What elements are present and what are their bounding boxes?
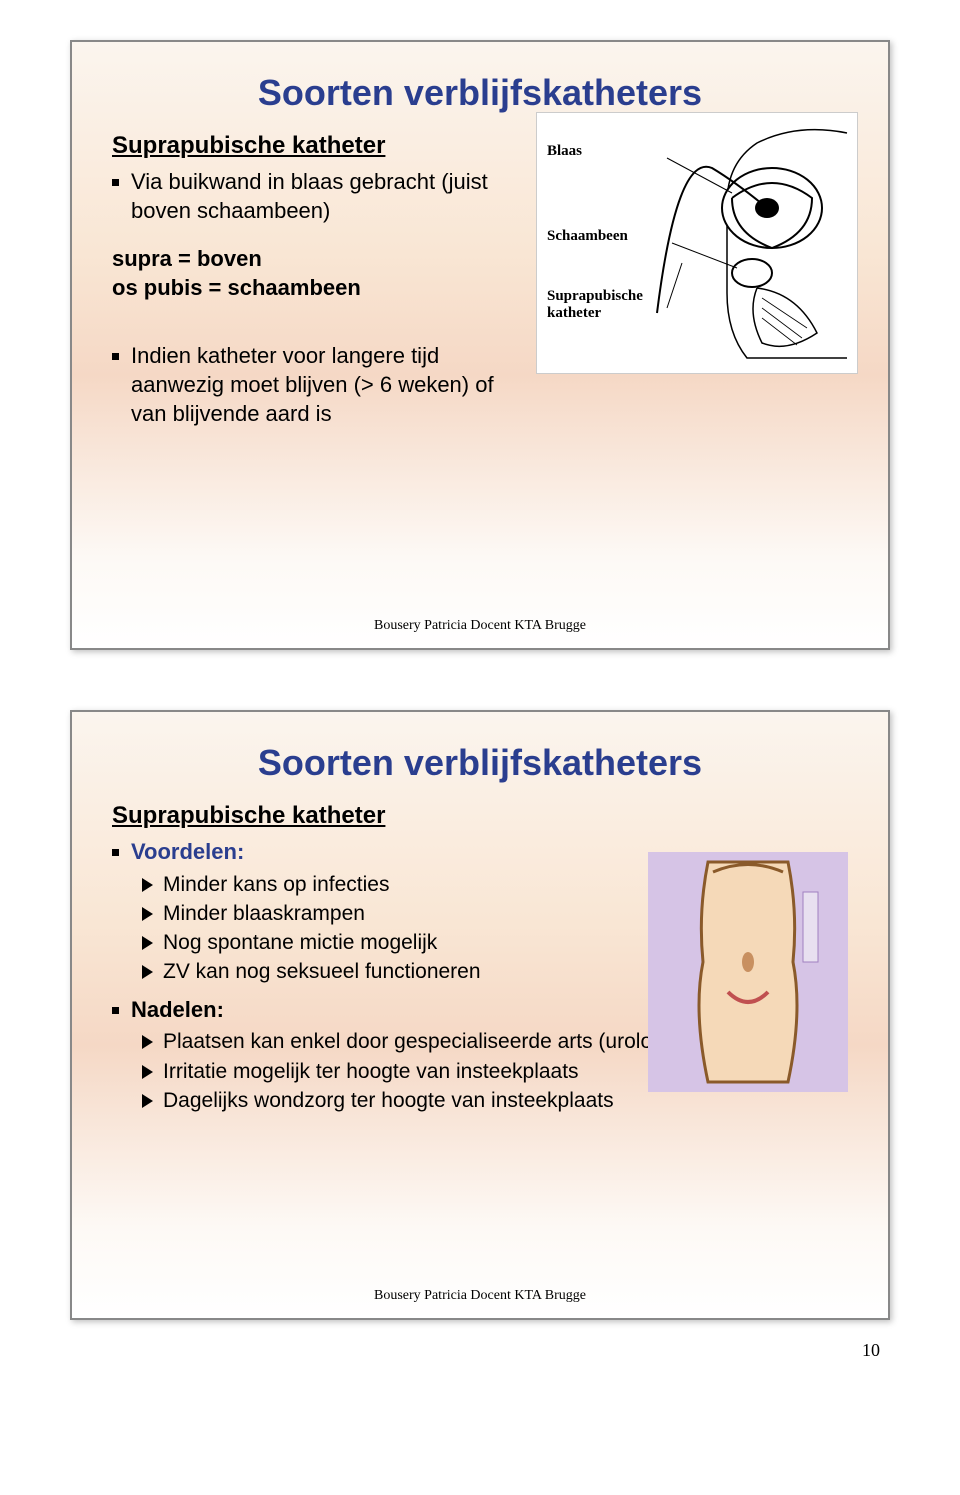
diagram-label-schaambeen: Schaambeen xyxy=(547,228,628,245)
voordeel-2: Minder blaaskrampen xyxy=(163,900,365,927)
page: Soorten verblijfskatheters Suprapubische… xyxy=(0,0,960,1391)
voordelen-label: Voordelen: xyxy=(131,838,244,867)
nadeel-3: Dagelijks wondzorg ter hoogte van instee… xyxy=(163,1087,614,1114)
slide-2: Soorten verblijfskatheters Suprapubische… xyxy=(70,710,890,1320)
triangle-bullet-icon xyxy=(142,1035,153,1049)
nadeel-2: Irritatie mogelijk ter hoogte van instee… xyxy=(163,1058,579,1085)
voordeel-1: Minder kans op infecties xyxy=(163,871,389,898)
anatomy-diagram: Blaas Schaambeen Suprapubische katheter xyxy=(536,112,858,374)
square-bullet-icon xyxy=(112,1007,119,1014)
diagram-label-blaas: Blaas xyxy=(547,143,582,160)
diagram-label-katheter-2: katheter xyxy=(547,305,601,322)
square-bullet-icon xyxy=(112,353,119,360)
slide1-title: Soorten verblijfskatheters xyxy=(112,72,848,114)
bullet-row: Indien katheter voor langere tijd aanwez… xyxy=(112,342,517,428)
square-bullet-icon xyxy=(112,849,119,856)
nadelen-label: Nadelen: xyxy=(131,996,224,1025)
slide2-footer: Bousery Patricia Docent KTA Brugge xyxy=(72,1288,888,1304)
slide2-subtitle: Suprapubische katheter xyxy=(112,802,848,830)
bullet-row: Via buikwand in blaas gebracht (juist bo… xyxy=(112,168,517,225)
slide2-title: Soorten verblijfskatheters xyxy=(112,742,848,784)
slide1-body: Suprapubische katheter Via buikwand in b… xyxy=(112,132,517,428)
triangle-bullet-icon xyxy=(142,965,153,979)
illustration-svg xyxy=(648,852,848,1092)
slide1-subtitle: Suprapubische katheter xyxy=(112,132,517,160)
diagram-label-katheter-1: Suprapubische xyxy=(547,288,643,305)
triangle-bullet-icon xyxy=(142,878,153,892)
slide1-bullet1: Via buikwand in blaas gebracht (juist bo… xyxy=(131,168,517,225)
body-illustration xyxy=(648,852,848,1092)
slide-1: Soorten verblijfskatheters Suprapubische… xyxy=(70,40,890,650)
slide1-ospubis: os pubis = schaambeen xyxy=(112,274,517,303)
slide1-bullet2: Indien katheter voor langere tijd aanwez… xyxy=(131,342,517,428)
slide1-supra: supra = boven xyxy=(112,245,517,274)
triangle-bullet-icon xyxy=(142,936,153,950)
voordeel-3: Nog spontane mictie mogelijk xyxy=(163,929,437,956)
triangle-bullet-icon xyxy=(142,907,153,921)
slide1-footer: Bousery Patricia Docent KTA Brugge xyxy=(72,618,888,634)
page-number: 10 xyxy=(70,1340,890,1361)
triangle-bullet-icon xyxy=(142,1094,153,1108)
square-bullet-icon xyxy=(112,179,119,186)
voordeel-4: ZV kan nog seksueel functioneren xyxy=(163,958,481,985)
triangle-bullet-icon xyxy=(142,1065,153,1079)
